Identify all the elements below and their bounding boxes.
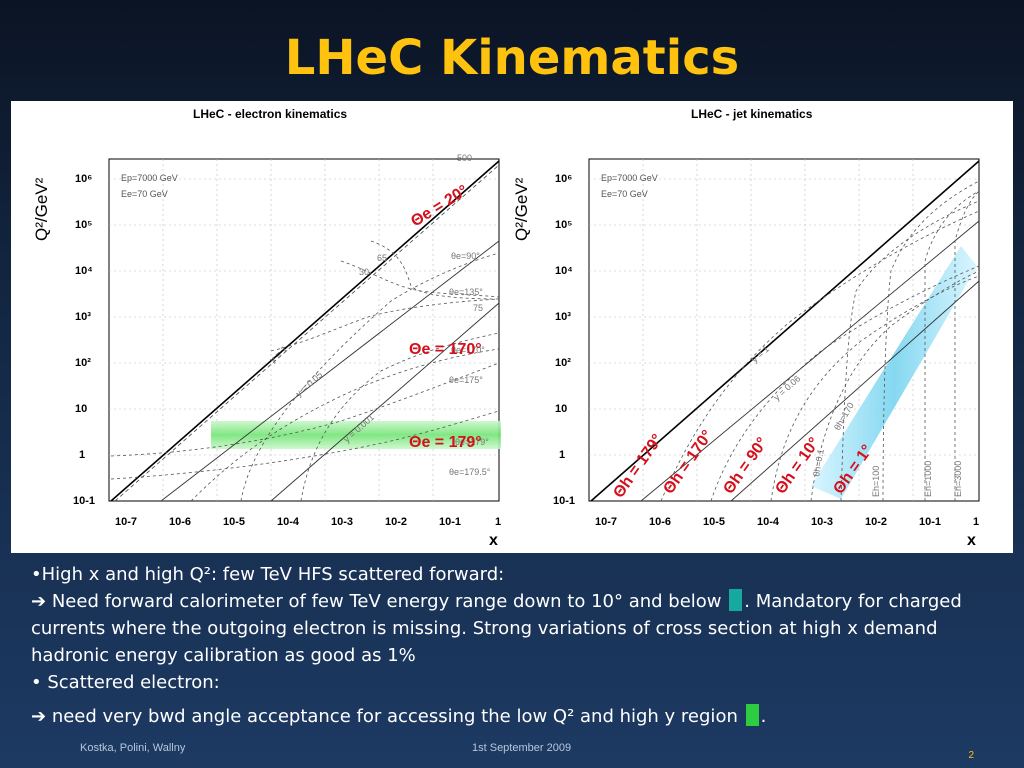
x-tick-label: 1 <box>973 516 979 528</box>
theta-e-170-label: Θe = 170° <box>409 341 482 358</box>
x-tick-label: 10-1 <box>439 516 461 528</box>
x-tick-label: 10-7 <box>115 516 137 528</box>
y-tick-label: 10⁵ <box>555 219 572 231</box>
x-tick-label: 10-4 <box>757 516 780 528</box>
bullet-high-x: •High x and high Q²: few TeV HFS scatter… <box>31 564 505 585</box>
footer-authors: Kostka, Polini, Wallny <box>80 742 186 754</box>
y-tick-label: 10 <box>75 403 87 415</box>
y-tick-label: 10³ <box>555 311 571 323</box>
left-red-labels: Θe = 20° Θe = 170° Θe = 179° <box>408 182 482 451</box>
left-plot: 10-1 1 10 10² 10³ 10⁴ 10⁵ 10⁶ 10-7 10-6 … <box>32 153 501 549</box>
y-tick-label: 1 <box>559 449 565 461</box>
arrow-icon: ➔ <box>31 706 47 727</box>
right-y-axis-label: Q²/GeV² <box>512 177 531 241</box>
slide-title: LHeC Kinematics <box>284 30 740 86</box>
theta-h-179-label: Θh = 179° <box>610 431 666 501</box>
x-tick-label: 10-2 <box>385 516 407 528</box>
theta-e-179-label: Θe = 179° <box>409 434 482 451</box>
y1-limit-line <box>110 160 500 502</box>
left-y-axis-label: Q²/GeV² <box>32 177 51 241</box>
y-tick-label: 10⁶ <box>75 173 92 185</box>
x-tick-label: 10-1 <box>919 516 941 528</box>
slide-body: •High x and high Q²: few TeV HFS scatter… <box>31 561 991 730</box>
arrow-icon: ➔ <box>31 591 47 612</box>
y1-limit-line-right <box>590 160 980 502</box>
x-tick-label: 10-5 <box>223 516 245 528</box>
y-tick-label: 10 <box>555 403 567 415</box>
curve-label: Eh=3000 <box>953 461 963 497</box>
bullet-text: . <box>760 706 767 727</box>
x-tick-label: 10-7 <box>595 516 617 528</box>
y005-line <box>160 240 500 502</box>
y-tick-label: 10² <box>555 357 571 369</box>
bullet-scattered-electron: • Scattered electron: <box>31 672 220 693</box>
curve-label: θe=90° <box>451 251 480 261</box>
x-tick-label: 10-3 <box>331 516 353 528</box>
curve-label: 500 <box>457 153 472 163</box>
left-frame <box>108 158 500 502</box>
left-x-axis-label: x <box>489 532 498 549</box>
right-iso-curves <box>660 180 980 502</box>
bullet-text: Need forward calorimeter of few TeV ener… <box>51 591 722 612</box>
cyan-swatch <box>729 589 743 611</box>
curve-label: Eh=100 <box>871 466 881 497</box>
x-tick-label: 1 <box>495 516 501 528</box>
x-tick-label: 10-5 <box>703 516 725 528</box>
curve-label: 65 <box>377 253 387 263</box>
footer-date: 1st September 2009 <box>472 742 572 754</box>
x-tick-label: 10-2 <box>865 516 887 528</box>
curve-label: 75 <box>473 303 483 313</box>
forward-hfs-region <box>811 246 977 499</box>
curve-label: 30 <box>359 267 369 277</box>
x-tick-label: 10-6 <box>169 516 191 528</box>
bullet-text: . Mandatory for charged currents where t… <box>31 591 962 666</box>
green-swatch <box>745 704 759 726</box>
y-tick-label: 10-1 <box>553 495 575 507</box>
right-x-ticks: 10-7 10-6 10-5 10-4 10-3 10-2 10-1 1 <box>595 516 979 528</box>
curve-label: θe=179.5° <box>449 467 491 477</box>
left-beam-p: Ep=7000 GeV <box>121 173 178 183</box>
right-x-axis-label: x <box>967 532 976 549</box>
theta-e-20-label: Θe = 20° <box>408 182 471 230</box>
right-y-ticks: 10-1 1 10 10² 10³ 10⁴ 10⁵ 10⁶ <box>553 173 575 507</box>
left-panel-title: LHeC - electron kinematics <box>193 107 348 121</box>
kinematics-figure: LHeC - electron kinematics LHeC - jet ki… <box>11 101 1013 553</box>
theta-h-170-label: Θh = 170° <box>660 427 716 497</box>
page-number: 2 <box>968 750 974 761</box>
curve-label: θe=179° <box>455 437 489 447</box>
y-tick-label: 10-1 <box>73 495 95 507</box>
kinematics-plots: 10-1 1 10 10² 10³ 10⁴ 10⁵ 10⁶ 10-7 10-6 … <box>32 153 980 549</box>
y0001-line <box>270 302 500 502</box>
y-tick-label: 10⁶ <box>555 173 572 185</box>
curve-label: θe=135° <box>449 287 483 297</box>
right-beam-e: Ee=70 GeV <box>601 189 648 199</box>
left-beam-e: Ee=70 GeV <box>121 189 168 199</box>
curve-label: Eh=1000 <box>923 461 933 497</box>
iso-curves <box>110 240 500 502</box>
y-tick-label: 10⁵ <box>75 219 92 231</box>
right-panel-title: LHeC - jet kinematics <box>691 107 813 121</box>
left-x-ticks: 10-7 10-6 10-5 10-4 10-3 10-2 10-1 1 <box>115 516 501 528</box>
x-tick-label: 10-3 <box>811 516 833 528</box>
bullet-bwd-angle: ➔ need very bwd angle acceptance for acc… <box>31 703 991 730</box>
curve-label: y = 0.06 <box>772 373 803 402</box>
left-y-ticks: 10-1 1 10 10² 10³ 10⁴ 10⁵ 10⁶ <box>73 173 95 507</box>
y-tick-label: 10⁴ <box>75 265 93 277</box>
curve-label: θe=170° <box>451 345 485 355</box>
x-tick-label: 10-6 <box>649 516 671 528</box>
right-plot: 10-1 1 10 10² 10³ 10⁴ 10⁵ 10⁶ 10-7 10-6 … <box>512 158 980 549</box>
y-tick-label: 10² <box>75 357 91 369</box>
right-frame <box>588 158 980 502</box>
y-tick-label: 1 <box>79 449 85 461</box>
right-beam-p: Ep=7000 GeV <box>601 173 658 183</box>
bullet-forward-calorimeter: ➔ Need forward calorimeter of few TeV en… <box>31 588 991 669</box>
y-tick-label: 10³ <box>75 311 91 323</box>
curve-label: θh=0.1 <box>811 448 826 477</box>
curve-label: y = 0.05 <box>294 369 325 398</box>
curve-label: θe=175° <box>449 375 483 385</box>
x-tick-label: 10-4 <box>277 516 300 528</box>
bullet-text: need very bwd angle acceptance for acces… <box>51 706 738 727</box>
y-tick-label: 10⁴ <box>555 265 573 277</box>
